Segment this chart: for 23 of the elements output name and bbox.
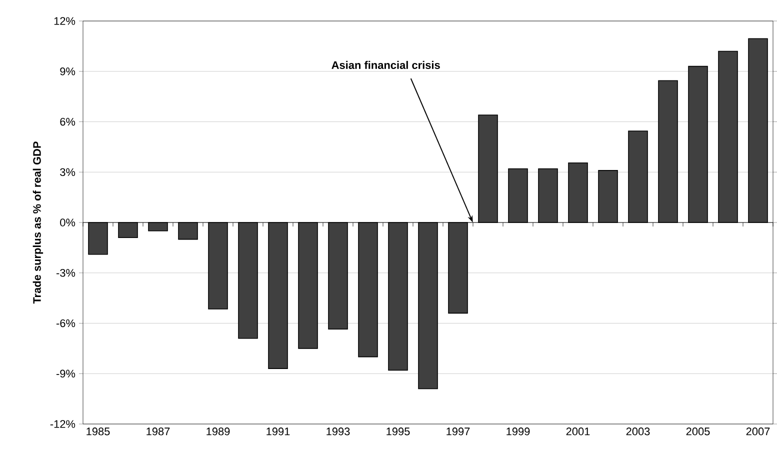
y-tick-label: 3% <box>60 168 76 176</box>
y-tick-label: -6% <box>56 319 76 328</box>
x-tick-label: 1991 <box>266 428 290 436</box>
x-tick-label: 2003 <box>626 428 650 436</box>
x-tick-label: 1997 <box>446 428 470 436</box>
y-tick-label: 6% <box>60 118 76 126</box>
x-tick-label: 1993 <box>326 428 350 436</box>
x-tick-label: 1995 <box>386 428 410 436</box>
y-tick-label: 12% <box>54 17 76 25</box>
x-tick-label: 2007 <box>746 428 770 436</box>
x-tick-label: 1987 <box>146 428 170 436</box>
y-tick-label: 0% <box>60 218 76 226</box>
x-tick-label: 1999 <box>506 428 530 436</box>
y-axis-title: Trade surplus as % of real GDP <box>32 142 44 304</box>
y-tick-label: -12% <box>50 420 76 428</box>
y-tick-label: -9% <box>56 370 76 378</box>
x-tick-label: 1989 <box>206 428 230 436</box>
y-tick-label: 9% <box>60 68 76 76</box>
x-tick-label: 1985 <box>86 428 110 436</box>
x-tick-label: 2001 <box>566 428 590 436</box>
y-tick-label: -3% <box>56 269 76 277</box>
x-tick-label: 2005 <box>686 428 710 436</box>
annotation: Asian financial crisis <box>332 60 440 69</box>
